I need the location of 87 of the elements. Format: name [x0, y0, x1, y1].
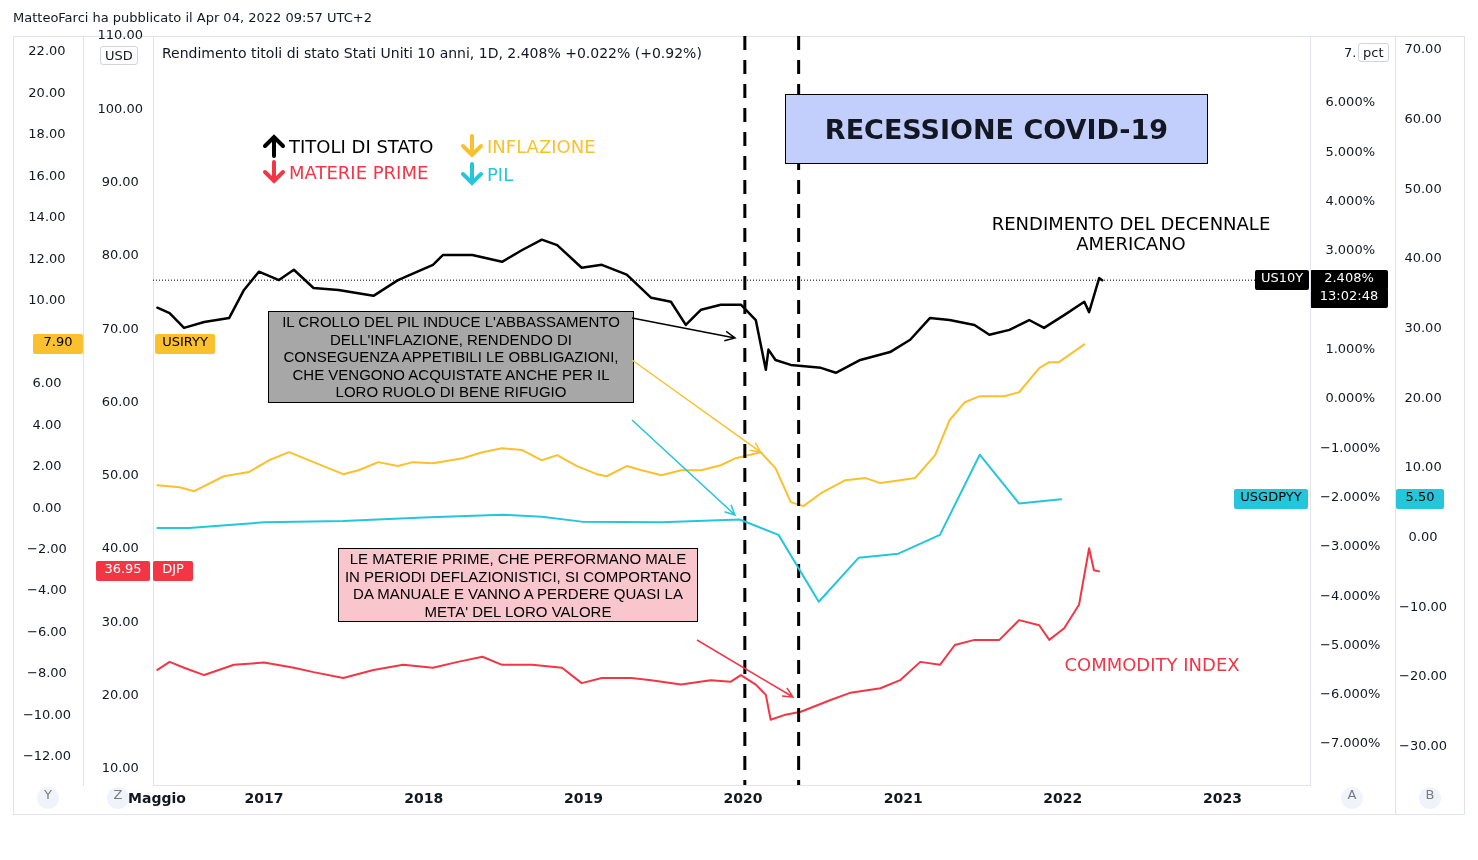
text: Rendimento titoli di stato Stati Uniti 10 anni, 1D, 2.408% +0.022% (+0.92%): [162, 45, 702, 61]
y-tick-label: 20.00: [28, 84, 66, 100]
legend-label: MATERIE PRIME: [289, 161, 429, 183]
text: 13:02:48: [1310, 288, 1388, 309]
text: Z: [107, 787, 129, 809]
y-tick-label: 0.00: [32, 499, 62, 515]
text: A: [1341, 787, 1363, 809]
y2-tick-label: 6.000%: [1325, 94, 1376, 110]
annotation: DJP: [153, 561, 193, 582]
y-tick-label: 18.00: [28, 126, 66, 142]
x-tick-label: Maggio: [128, 790, 187, 807]
x-tick-label: 2018: [404, 790, 444, 807]
text: RECESSIONE COVID-19: [785, 94, 1208, 164]
y-tick-label: 12.00: [28, 250, 66, 266]
annotation: COMMODITY INDEX: [1063, 654, 1241, 675]
y3-tick-label: 50.00: [101, 467, 139, 483]
y-tick-label: 40.00: [1404, 250, 1442, 266]
text: MatteoFarci ha pubblicato il Apr 04, 2022 09:57 UTC+2: [13, 10, 372, 25]
y-tick-label: 6.00: [32, 375, 62, 391]
text: B: [1419, 787, 1441, 809]
y3-axis-title: USD: [100, 46, 138, 65]
y-tick-label: 22.00: [28, 43, 66, 59]
y3-tick-label: 40.00: [101, 540, 139, 556]
y2-tick-label: 3.000%: [1325, 242, 1376, 258]
legend-label: PIL: [487, 163, 514, 185]
y-tick-label: 30.00: [1404, 320, 1442, 336]
y-tick-label: 50.00: [1404, 180, 1442, 196]
y-tick-label: 20.00: [1404, 389, 1442, 405]
y2-tick-label: −7.000%: [1320, 735, 1381, 751]
x-tick-label: 2021: [883, 790, 923, 807]
legend-label: TITOLI DI STATO: [289, 135, 434, 157]
text: 36.95: [96, 561, 150, 582]
y-tick-label: −12.00: [22, 748, 71, 764]
y3-tick-label: 90.00: [101, 173, 139, 189]
y2-tick-label: 4.000%: [1325, 193, 1376, 209]
y2-tick-label: −2.000%: [1320, 488, 1381, 504]
y3-tick-label: 20.00: [101, 686, 139, 702]
y-tick-label: 16.00: [28, 167, 66, 183]
y3-tick-label: 80.00: [101, 247, 139, 263]
y2-tick-label: 7.: [1344, 45, 1357, 61]
y-tick-label: 2.00: [32, 458, 62, 474]
annotation: LE MATERIE PRIME, CHE PERFORMANO MALE IN PERIODI DEFLAZIONISTICI, SI COMPORTANO DA MANUALE E VANNO A PERDERE QUASI LA META' DEL LORO VALORE: [338, 548, 698, 622]
annotation: US10Y: [1255, 270, 1309, 291]
y-tick-label: −2.00: [27, 541, 67, 557]
annotation: USIRYY: [155, 334, 215, 355]
y-tick-label: 14.00: [28, 209, 66, 225]
y-tick-label: −4.00: [27, 582, 67, 598]
y-tick-label: 70.00: [1404, 41, 1442, 57]
text: 7.90: [33, 334, 83, 355]
y-tick-label: −30.00: [1399, 738, 1448, 754]
y2-tick-label: −5.000%: [1320, 636, 1381, 652]
y2-tick-label: −1.000%: [1320, 439, 1381, 455]
legend-label: INFLAZIONE: [487, 135, 596, 157]
text: 5.50: [1396, 489, 1444, 510]
text: Y: [37, 787, 59, 809]
x-tick-label: 2020: [723, 790, 763, 807]
y3-tick-label: 30.00: [101, 613, 139, 629]
y-tick-label: 4.00: [32, 416, 62, 432]
x-tick-label: 2017: [244, 790, 284, 807]
y2-tick-label: 1.000%: [1325, 340, 1376, 356]
annotation: RENDIMENTO DEL DECENNALE AMERICANO: [990, 213, 1272, 254]
y2-tick-label: 0.000%: [1325, 390, 1376, 406]
y2-tick-label: −6.000%: [1320, 686, 1381, 702]
y-tick-label: 60.00: [1404, 110, 1442, 126]
annotation: IL CROLLO DEL PIL INDUCE L'ABBASSAMENTO DELL'INFLAZIONE, RENDENDO DI CONSEGUENZA APPETIBILI LE OBBLIGAZIONI, CHE VENGONO ACQUISTATE ANCHE PER IL LORO RUOLO DI BENE RIFUGIO: [268, 311, 634, 403]
y3-tick-label: 100.00: [97, 100, 144, 116]
y2-tick-label: 5.000%: [1325, 143, 1376, 159]
x-tick-label: 2019: [563, 790, 603, 807]
y-tick-label: −6.00: [27, 623, 67, 639]
y3-tick-label: 70.00: [101, 320, 139, 336]
y-tick-label: −20.00: [1399, 668, 1448, 684]
y-tick-label: −10.00: [1399, 598, 1448, 614]
y2-axis-title: pct: [1358, 43, 1389, 62]
y-tick-label: 0.00: [1408, 529, 1438, 545]
y3-tick-label: 10.00: [101, 760, 139, 776]
x-tick-label: 2023: [1203, 790, 1242, 807]
y-tick-label: 10.00: [28, 292, 66, 308]
text: 2.408%: [1324, 270, 1374, 286]
y3-tick-label: 60.00: [101, 393, 139, 409]
y2-tick-label: −4.000%: [1320, 587, 1381, 603]
annotation: USGDPYY: [1234, 489, 1308, 510]
x-tick-label: 2022: [1043, 790, 1083, 807]
y3-tick-label: 110.00: [97, 27, 144, 43]
y2-tick-label: −3.000%: [1320, 538, 1381, 554]
y-tick-label: 10.00: [1404, 459, 1442, 475]
y-tick-label: −10.00: [22, 706, 71, 722]
y-tick-label: −8.00: [27, 665, 67, 681]
